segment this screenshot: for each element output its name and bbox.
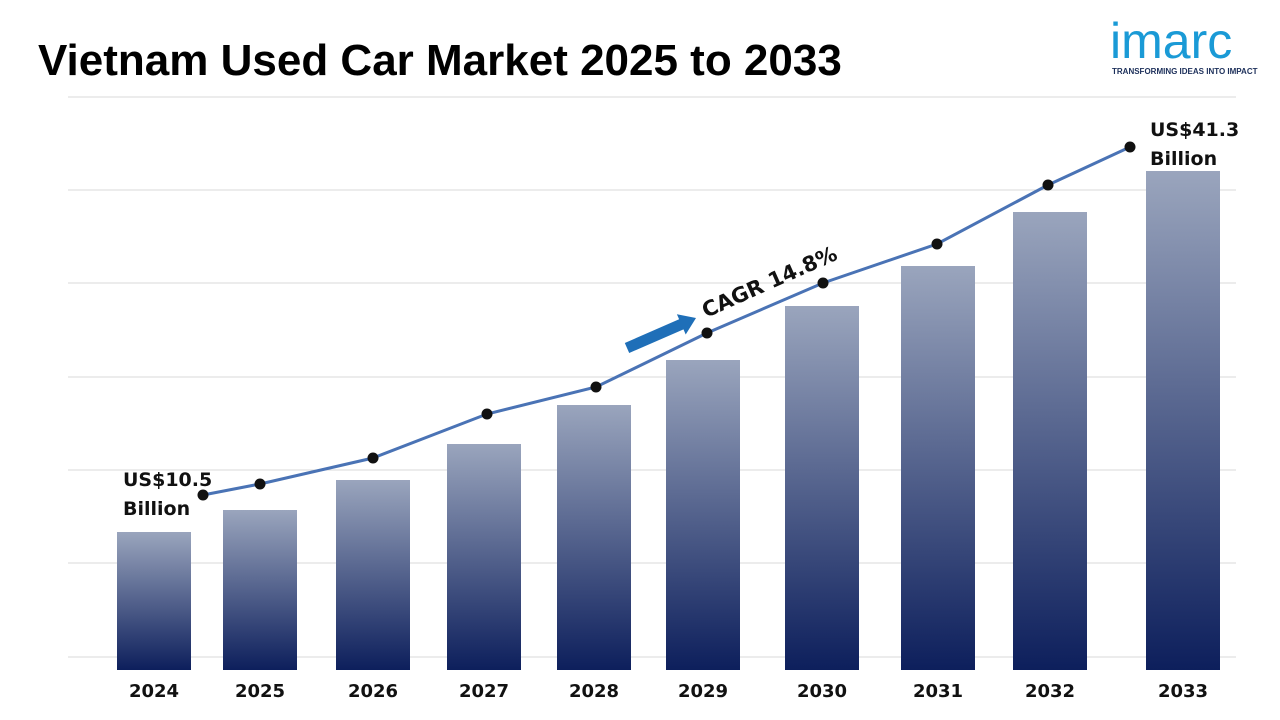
x-tick-label-2030: 2030 <box>797 681 847 702</box>
bar-2024 <box>117 532 191 670</box>
value-label-amount: US$10.5 <box>123 469 212 491</box>
trend-polyline <box>202 145 1131 497</box>
x-tick-label-2025: 2025 <box>235 681 285 702</box>
page-title: Vietnam Used Car Market 2025 to 2033 <box>38 36 842 85</box>
value-label-2024: US$10.5 Billion <box>123 469 212 520</box>
bar-2033 <box>1146 171 1220 670</box>
x-tick-label-2027: 2027 <box>459 681 509 702</box>
trend-marker-2028 <box>590 381 602 393</box>
logo-tagline: TRANSFORMING IDEAS INTO IMPACT <box>1112 67 1258 76</box>
value-label-amount: US$41.3 <box>1150 119 1239 141</box>
x-tick-label-2033: 2033 <box>1158 681 1208 702</box>
trend-marker-2027 <box>481 408 493 420</box>
x-tick-label-2028: 2028 <box>569 681 619 702</box>
value-label-unit: Billion <box>1150 148 1217 170</box>
bar-2031 <box>901 266 975 670</box>
trend-marker-2026 <box>367 452 379 464</box>
bar-2029 <box>666 360 740 670</box>
value-label-unit: Billion <box>123 498 190 520</box>
cagr-arrow-shape <box>624 314 696 353</box>
x-tick-label-2026: 2026 <box>348 681 398 702</box>
trend-marker-2030 <box>817 277 829 289</box>
bar-2030 <box>785 306 859 670</box>
bar-2032 <box>1013 212 1087 670</box>
bar-2028 <box>557 405 631 670</box>
bars <box>117 171 1220 670</box>
trend-line <box>197 141 1136 501</box>
trend-marker-2033 <box>1124 141 1136 153</box>
trend-marker-2029 <box>701 327 713 339</box>
x-tick-label-2024: 2024 <box>129 681 179 702</box>
logo-wordmark: imarc <box>1110 13 1233 69</box>
x-tick-label-2032: 2032 <box>1025 681 1075 702</box>
bar-2027 <box>447 444 521 670</box>
bar-2026 <box>336 480 410 670</box>
trend-marker-2032 <box>1042 179 1054 191</box>
imarc-logo: imarc TRANSFORMING IDEAS INTO IMPACT <box>1108 6 1276 80</box>
trend-marker-2025 <box>254 478 266 490</box>
cagr-arrow <box>624 314 696 353</box>
trend-marker-2031 <box>931 238 943 250</box>
x-tick-label-2029: 2029 <box>678 681 728 702</box>
x-tick-label-2031: 2031 <box>913 681 963 702</box>
value-label-2033: US$41.3 Billion <box>1150 119 1239 170</box>
bar-2025 <box>223 510 297 670</box>
trend-marker-2024 <box>197 489 209 501</box>
